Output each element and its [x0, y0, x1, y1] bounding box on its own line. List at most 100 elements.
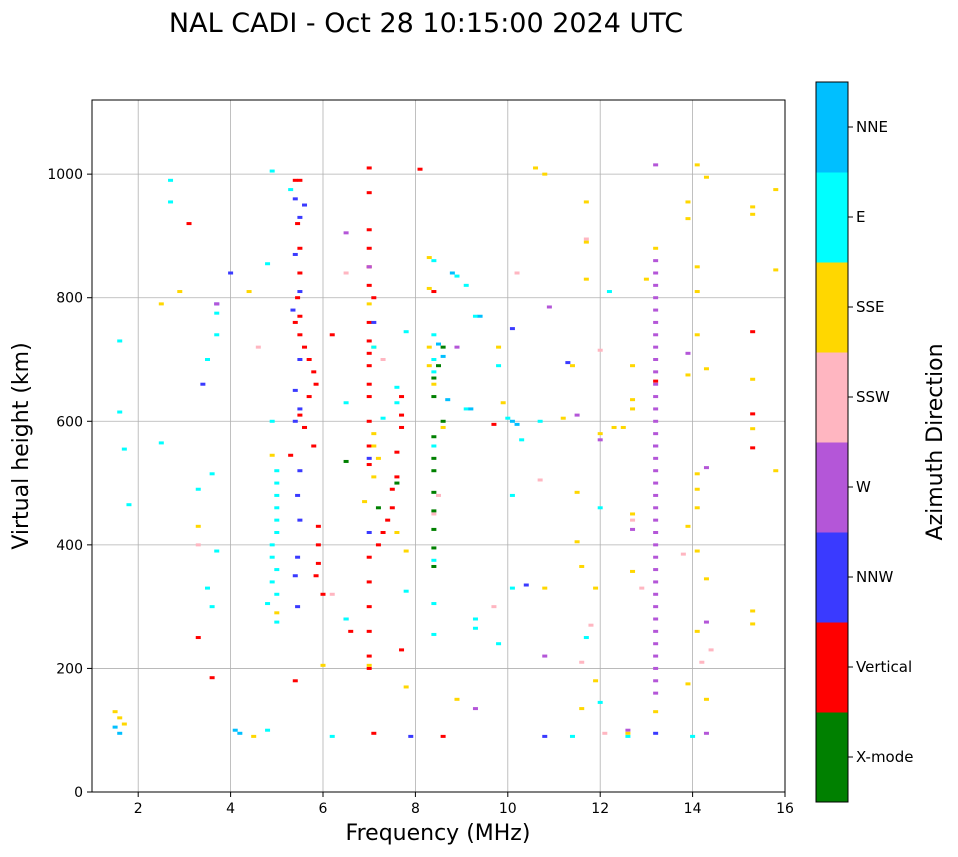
data-point [297, 271, 303, 275]
data-point [436, 342, 441, 346]
x-axis-label: Frequency (MHz) [346, 821, 531, 846]
data-point [426, 345, 432, 349]
data-point [343, 617, 349, 621]
data-marks [112, 163, 779, 738]
data-point [292, 419, 298, 423]
data-point [366, 228, 372, 232]
data-point [295, 296, 301, 300]
x-tick-label: 10 [499, 801, 517, 817]
data-point [237, 731, 243, 735]
data-point [274, 506, 280, 510]
data-point [445, 398, 451, 402]
data-point [496, 642, 502, 646]
data-point [228, 271, 234, 275]
data-point [297, 178, 303, 182]
data-point [643, 277, 649, 281]
data-point [694, 290, 700, 294]
data-point [694, 265, 700, 269]
data-point [403, 330, 409, 334]
data-point [389, 487, 395, 491]
data-point [477, 314, 483, 318]
data-point [653, 592, 659, 596]
data-point [205, 586, 210, 590]
data-point [209, 472, 215, 476]
data-point [297, 407, 303, 411]
data-point [375, 543, 381, 547]
data-point [685, 217, 691, 221]
data-point [343, 271, 349, 275]
colorbar-segment [816, 622, 848, 713]
data-point [588, 623, 594, 627]
data-point [653, 731, 659, 735]
data-point [597, 348, 603, 352]
data-point [653, 469, 659, 473]
data-point [295, 222, 301, 226]
data-point [265, 728, 271, 732]
data-point [366, 555, 372, 559]
data-point [653, 710, 659, 714]
data-point [436, 493, 441, 497]
data-point [315, 561, 321, 565]
data-point [112, 725, 118, 729]
data-point [389, 506, 395, 510]
data-point [366, 531, 372, 534]
data-point [311, 444, 317, 448]
data-point [431, 564, 437, 568]
data-point [583, 200, 589, 204]
data-point [694, 487, 700, 491]
data-point [366, 580, 372, 584]
colorbar-label: SSW [856, 388, 890, 406]
data-point [653, 642, 659, 646]
data-point [403, 589, 409, 593]
data-point [292, 679, 298, 683]
data-point [630, 569, 636, 573]
series-e [117, 169, 696, 738]
data-point [611, 425, 617, 429]
data-point [703, 367, 709, 371]
data-point [750, 622, 756, 626]
data-point [509, 327, 515, 331]
data-point [653, 444, 659, 448]
data-point [694, 163, 700, 167]
data-point [297, 358, 303, 361]
colorbar-segment [816, 712, 848, 803]
data-point [653, 691, 659, 695]
data-point [773, 268, 779, 272]
data-point [630, 364, 636, 368]
data-point [773, 188, 779, 192]
data-point [269, 543, 275, 547]
data-point [750, 446, 756, 450]
data-point [366, 666, 372, 670]
colorbar-label: NNW [856, 568, 893, 586]
data-point [269, 419, 275, 423]
data-point [750, 212, 756, 216]
data-point [399, 648, 405, 652]
data-point [625, 731, 631, 735]
data-point [750, 609, 756, 613]
data-point [274, 620, 280, 624]
data-point [602, 731, 608, 735]
y-tick-label: 1000 [47, 167, 83, 183]
data-point [653, 629, 659, 633]
y-axis-ticks: 0 200 400 600 800 1000 [47, 167, 92, 801]
data-point [168, 178, 174, 182]
data-point [597, 438, 603, 442]
data-point [694, 472, 700, 476]
y-axis-label: Virtual height (km) [9, 342, 34, 549]
data-point [274, 469, 280, 473]
y-tick-label: 0 [74, 785, 83, 801]
data-point [366, 654, 372, 658]
data-point [440, 345, 446, 349]
data-point [371, 432, 377, 436]
x-tick-label: 8 [411, 801, 420, 817]
data-point [274, 531, 280, 534]
data-point [708, 648, 714, 652]
data-point [121, 447, 127, 451]
data-point [653, 271, 659, 275]
data-point [491, 605, 497, 609]
data-point [431, 444, 437, 448]
data-point [653, 617, 659, 621]
data-point [463, 283, 469, 287]
data-point [366, 605, 372, 609]
data-point [653, 246, 659, 250]
